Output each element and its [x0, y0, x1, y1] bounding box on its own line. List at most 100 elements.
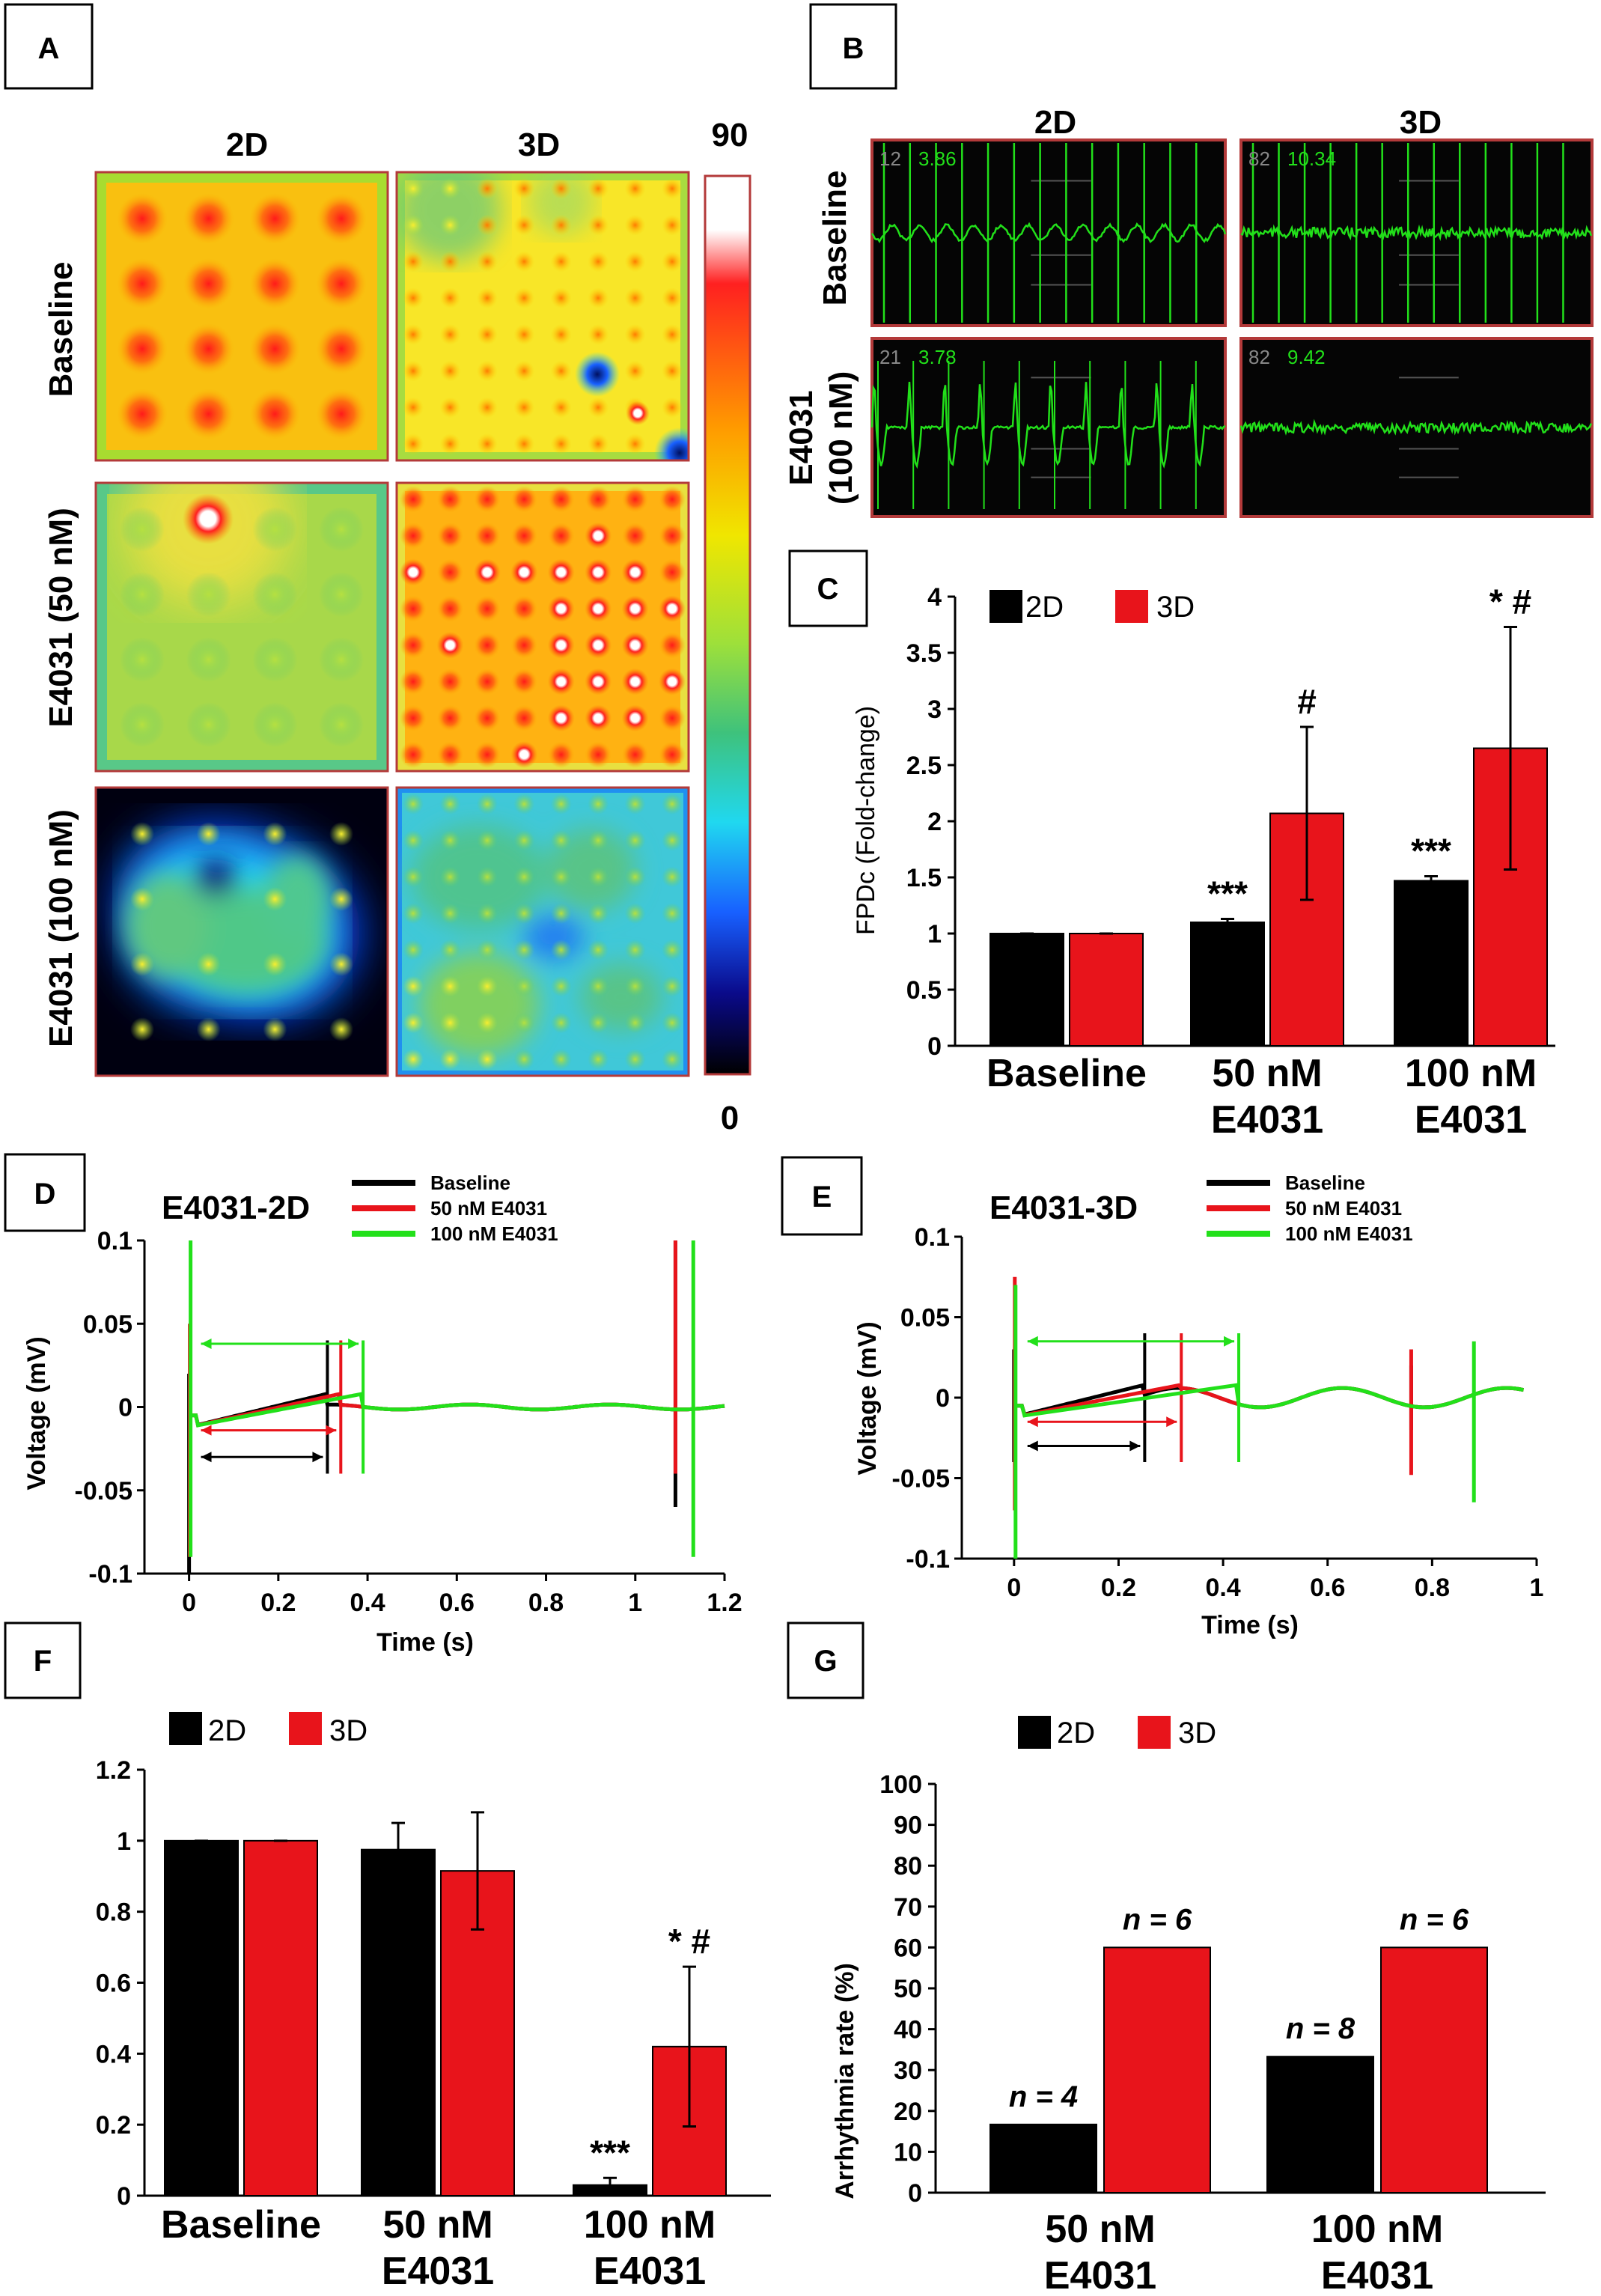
heat-dot — [403, 903, 424, 925]
arrow-head — [1166, 1416, 1177, 1428]
y-tick-label: 2.5 — [906, 752, 942, 780]
heat-dot — [249, 258, 301, 309]
panel-a-row-100nm: E4031 (100 nM) — [43, 809, 79, 1047]
heat-dot — [130, 822, 154, 846]
heat-dot — [436, 486, 464, 513]
heat-dot — [510, 668, 538, 695]
heat-dot — [403, 397, 424, 418]
heat-dot — [585, 668, 612, 695]
y-tick-label: 0.1 — [915, 1223, 950, 1252]
n-label: n = 8 — [1286, 2012, 1355, 2045]
heat-dot — [510, 631, 538, 659]
heatmap-3d-baseline — [397, 172, 689, 460]
heat-dot — [547, 668, 575, 695]
bar-2d-0 — [989, 2123, 1097, 2194]
legend-3d-swatch — [1115, 590, 1148, 623]
heat-dot — [186, 702, 231, 747]
heat-dot — [400, 558, 427, 586]
heat-dot — [621, 486, 649, 513]
heat-dot — [436, 704, 464, 732]
bar-3d-0 — [243, 1839, 318, 2196]
heat-dot — [662, 251, 683, 272]
category-label: Baseline — [986, 1052, 1147, 1095]
heat-dot — [476, 939, 498, 960]
y-tick-label: 0 — [927, 1032, 942, 1061]
heatmap-frames — [94, 171, 690, 1077]
legend-label: 50 nM E4031 — [430, 1197, 547, 1219]
category-label: E4031 — [1211, 1098, 1323, 1142]
heat-dot — [400, 741, 427, 768]
heat-dot — [329, 1017, 353, 1041]
heat-dot — [117, 323, 168, 374]
heatmap-2d-100nm — [96, 788, 388, 1076]
heat-dot — [662, 178, 683, 199]
heat-dot — [588, 214, 609, 236]
heat-dot — [624, 178, 646, 199]
heat-dot — [439, 323, 461, 345]
ecg-trace — [870, 382, 1226, 469]
n-label: n = 4 — [1009, 2080, 1078, 2113]
bar-3d-0 — [1069, 933, 1144, 1047]
y-tick-label: 1 — [117, 1827, 131, 1856]
panel-c-ylabel: FPDc (Fold-change) — [852, 706, 880, 935]
heat-dot — [120, 572, 165, 617]
legend-f-3d-label: 3D — [329, 1714, 368, 1747]
heat-dot — [183, 323, 234, 374]
y-tick-label: 0.5 — [906, 976, 942, 1005]
ecg-channel-label: 82 — [1248, 346, 1270, 368]
heat-dot — [588, 903, 609, 925]
heat-dot — [473, 595, 501, 623]
heat-dot — [473, 486, 501, 513]
heat-dot — [624, 939, 646, 960]
heat-dot — [513, 360, 535, 382]
heat-dot — [249, 389, 301, 439]
bar-2d-1 — [1266, 2056, 1374, 2193]
heat-dot — [588, 397, 609, 418]
heat-dot — [329, 887, 353, 911]
category-label: Baseline — [161, 2203, 321, 2247]
heat-dot — [662, 939, 683, 960]
heat-dot — [117, 258, 168, 309]
x-tick-label: 1 — [1530, 1574, 1544, 1602]
heat-dot — [473, 631, 501, 659]
heat-dot — [439, 939, 461, 960]
heat-dot — [621, 741, 649, 768]
heat-dot — [196, 1017, 221, 1041]
heat-dot — [439, 397, 461, 418]
heat-dot — [624, 214, 646, 236]
category-label: 50 nM — [1045, 2208, 1155, 2251]
heat-dot — [624, 975, 646, 997]
heat-dot — [186, 637, 231, 682]
heat-dot — [186, 572, 231, 617]
arrow-head — [1224, 1336, 1235, 1347]
heat-dot — [319, 507, 364, 552]
heat-dot — [252, 572, 298, 617]
panel-e: E E4031-3D Voltage (mV) Time (s) Baselin… — [781, 1156, 1544, 1639]
heat-dot — [585, 522, 612, 549]
category-label: E4031 — [594, 2250, 706, 2293]
panel-g: G 2D 3D Arrhythmia rate (%) 0 10 20 30 40 50 6… — [787, 1621, 1546, 2296]
heat-dot — [439, 214, 461, 236]
heat-dot — [624, 251, 646, 272]
category-label: E4031 — [1321, 2254, 1433, 2296]
heat-dot — [439, 1012, 461, 1034]
heat-dot — [621, 704, 649, 732]
arrow-head — [201, 1338, 212, 1349]
n-label: n = 6 — [1123, 1903, 1192, 1936]
heat-dot — [476, 866, 498, 888]
arrow-head — [1027, 1416, 1038, 1428]
x-tick-label: 0.2 — [1101, 1574, 1136, 1602]
heat-dot — [550, 939, 572, 960]
heat-dot — [510, 741, 538, 768]
heat-dot — [403, 323, 424, 345]
heat-dot — [513, 975, 535, 997]
panel-e-title: E4031-3D — [989, 1190, 1138, 1226]
heat-dot — [439, 251, 461, 272]
heat-dot — [476, 178, 498, 199]
heat-dot — [476, 829, 498, 851]
trace-1 — [189, 1392, 725, 1428]
heat-dot — [400, 522, 427, 549]
heat-dot — [588, 829, 609, 851]
heat-dot — [252, 702, 298, 747]
heat-dot — [662, 794, 683, 814]
